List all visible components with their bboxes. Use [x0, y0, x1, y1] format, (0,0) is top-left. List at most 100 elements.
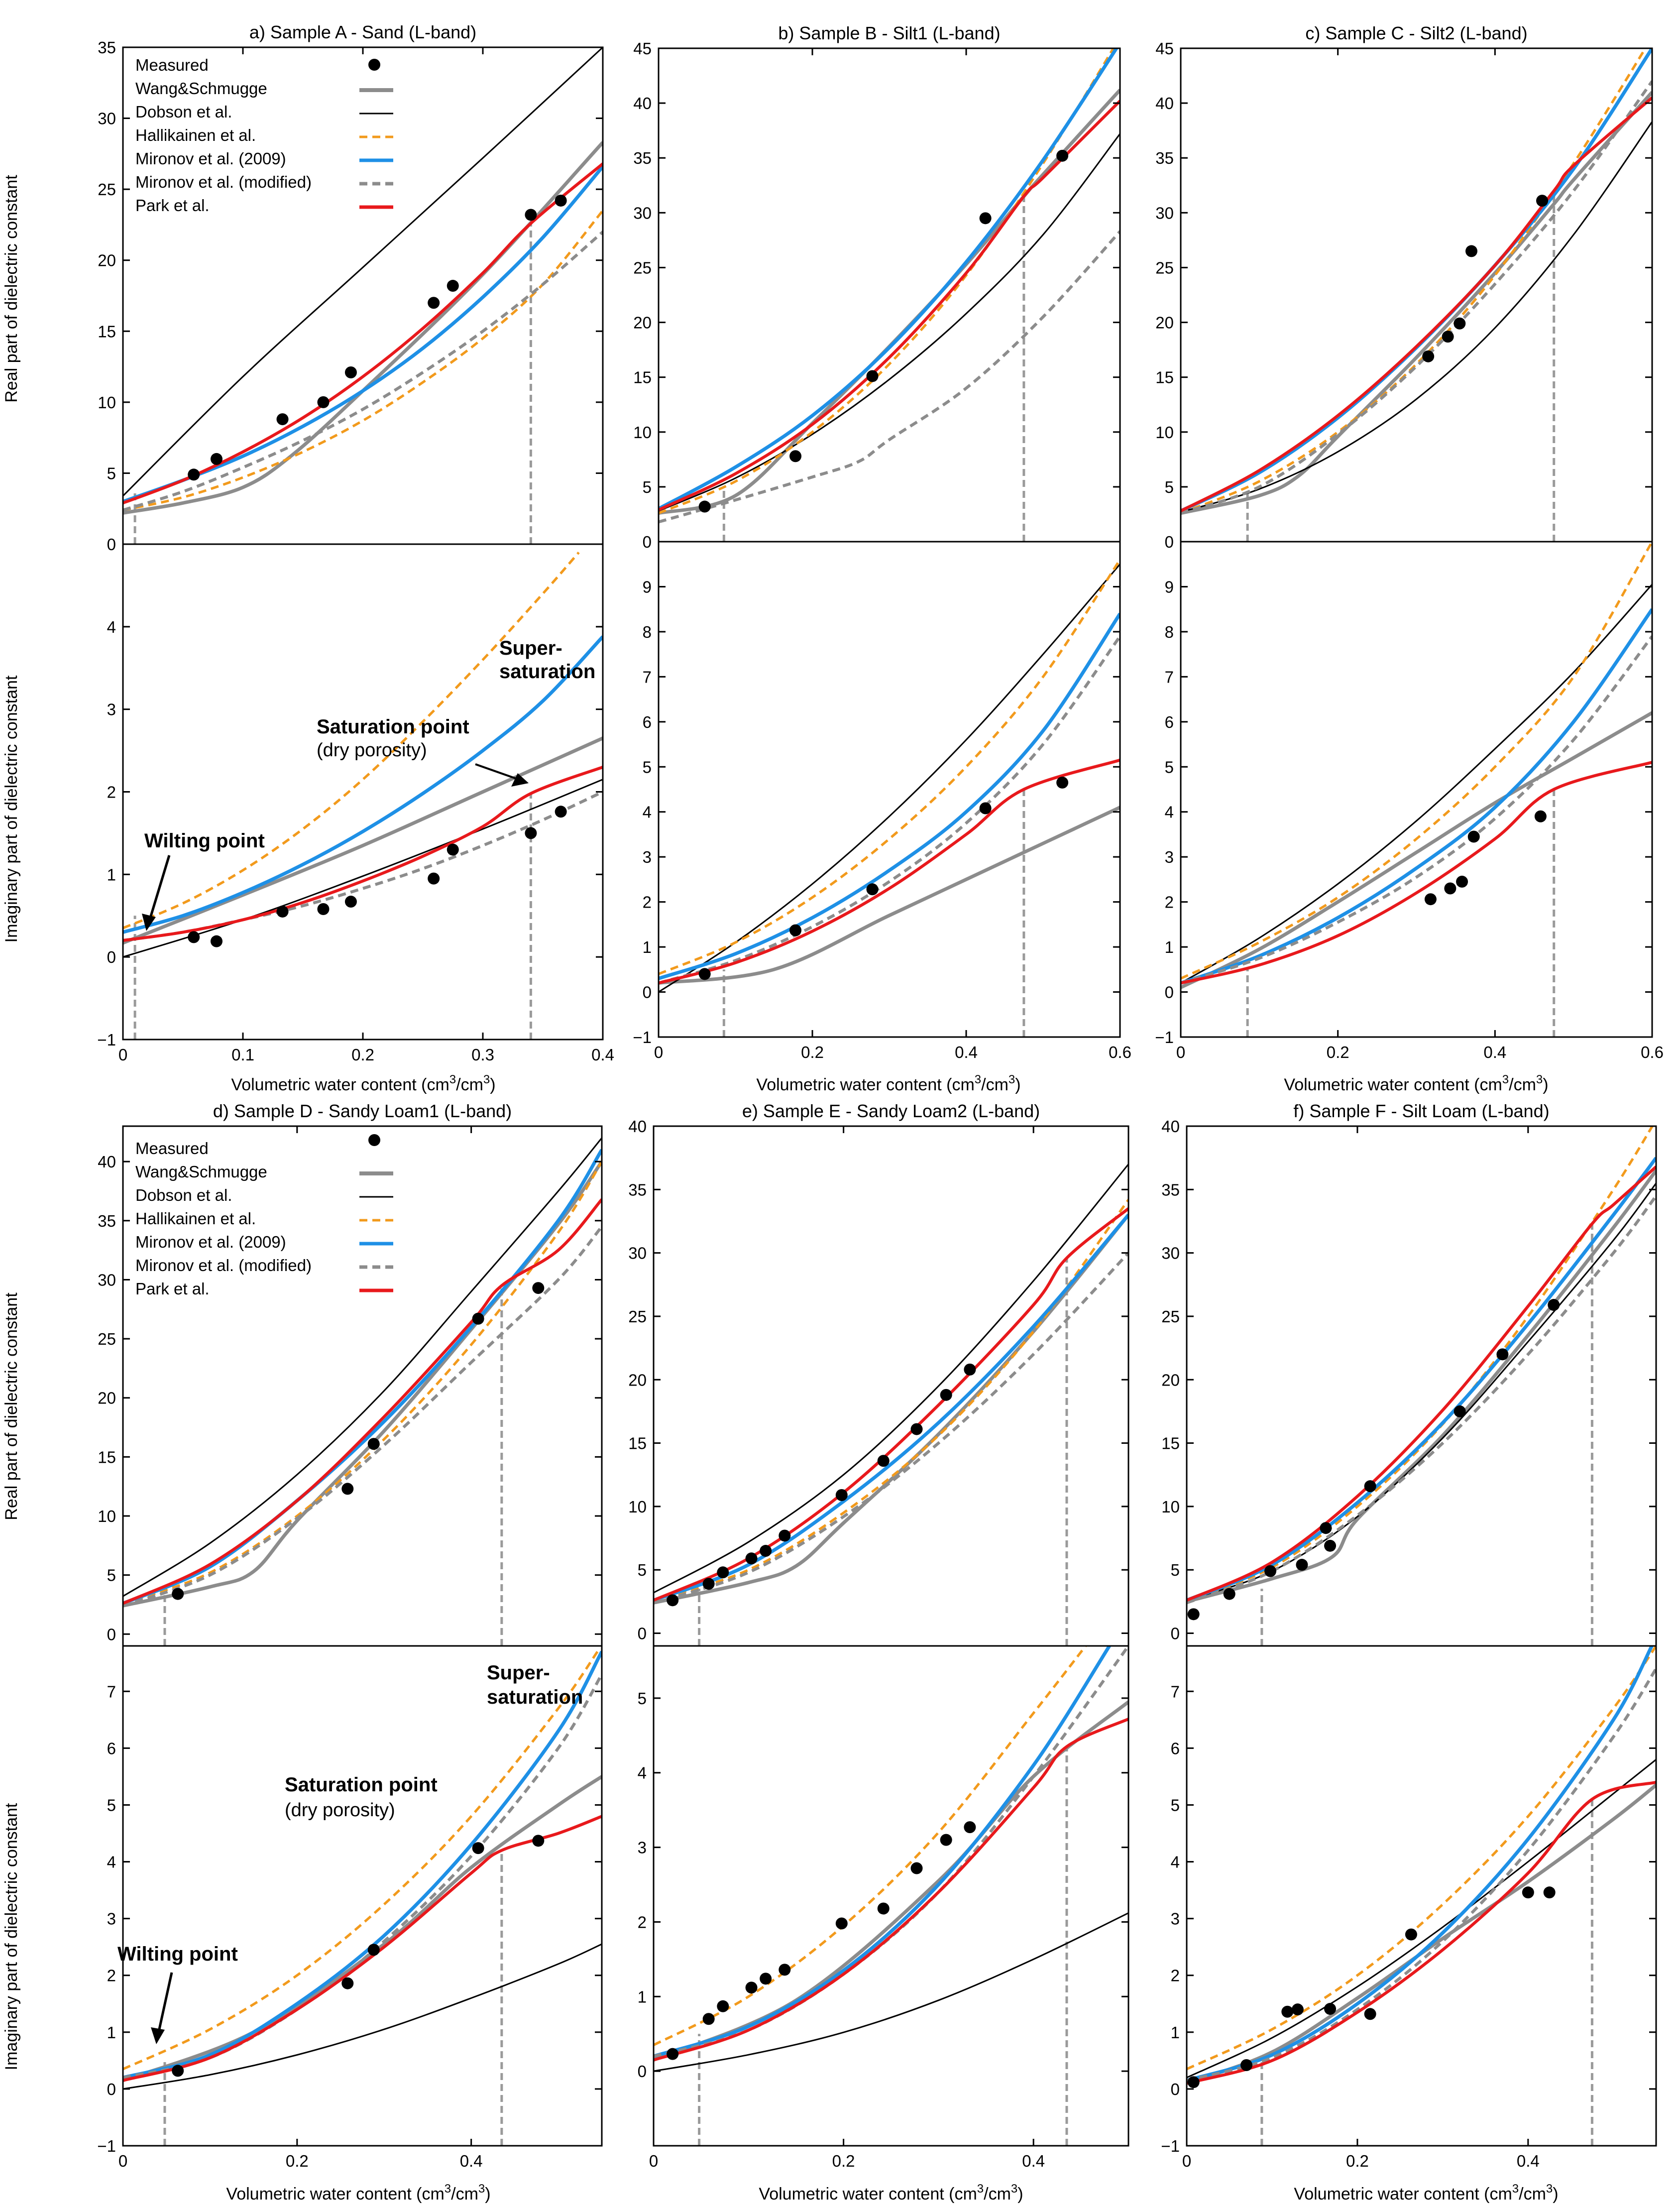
- measured-point-e-real-6: [835, 1489, 848, 1501]
- ytick-label-b-real-25: 25: [633, 258, 652, 277]
- series-wang-b-imag: [659, 806, 1120, 985]
- series-park-f-real: [1187, 1165, 1656, 1602]
- ytick-label-b-real-20: 20: [633, 314, 652, 332]
- series-hallikainen-f-imag: [1187, 1646, 1656, 2071]
- series-group-c-imag: [1181, 542, 1652, 1037]
- ytick-label-f-imag-2: 2: [1171, 1967, 1180, 1985]
- measured-point-e-imag-8: [910, 1862, 923, 1874]
- ytick-label-e-imag-0: 0: [638, 2062, 647, 2081]
- plot-area-e-imag: [654, 1646, 1128, 2146]
- series-mironov2009-f-imag: [1187, 1646, 1654, 2083]
- measured-point-a-real-0: [188, 468, 200, 481]
- measured-point-f-real-7: [1454, 1405, 1466, 1417]
- plot-frame-d-imag: [122, 1645, 603, 2147]
- measured-point-a-imag-3: [317, 903, 330, 915]
- series-wang-c-imag: [1181, 711, 1652, 989]
- legend-label-park: Park et al.: [135, 196, 210, 215]
- ytick-label-d-real-15: 15: [98, 1448, 116, 1466]
- series-group-a-real: [123, 47, 603, 544]
- panel-title-b: b) Sample B - Silt1 (L-band): [778, 23, 1000, 43]
- series-group-e-imag: [654, 1646, 1128, 2146]
- xtick-label-e-2: 0.4: [1022, 2152, 1045, 2170]
- series-mironov_mod-d-real: [123, 1225, 602, 1608]
- ytick-label-d-imag-6: 6: [107, 1739, 116, 1757]
- legend-label-hallikainen: Hallikainen et al.: [135, 126, 256, 144]
- ytick-label-d-imag-5: 5: [107, 1796, 116, 1814]
- plot-area-f-real: [1187, 1126, 1656, 1646]
- xtick-label-b-2: 0.4: [955, 1043, 978, 1061]
- series-mironov_mod-b-real: [659, 230, 1120, 524]
- series-group-d-imag: [123, 1650, 602, 2146]
- ytick-label-a-real-5: 5: [107, 464, 116, 482]
- measured-point-c-imag-2: [1456, 875, 1468, 888]
- ytick-label-c-real-30: 30: [1155, 204, 1174, 222]
- ytick-label-e-real-25: 25: [628, 1307, 647, 1326]
- measured-point-a-real-5: [428, 297, 440, 309]
- ytick-label-a-imag-2: 2: [107, 783, 116, 802]
- ytick-label-a-imag-0: 0: [107, 948, 116, 966]
- ytick-label-d-real-20: 20: [98, 1389, 116, 1407]
- measured-point-b-real-1: [789, 450, 802, 463]
- ytick-label-a-real-10: 10: [98, 393, 116, 412]
- measured-point-f-imag-7: [1522, 1886, 1534, 1899]
- measured-point-a-real-2: [276, 413, 289, 426]
- panel-title-a: a) Sample A - Sand (L-band): [249, 22, 476, 42]
- measured-point-f-real-3: [1296, 1559, 1308, 1571]
- series-dobson-e-real: [654, 1163, 1128, 1594]
- ytick-label-c-real-10: 10: [1155, 423, 1174, 442]
- ytick-label-c-imag--1: −1: [1155, 1028, 1174, 1046]
- ytick-label-f-real-40: 40: [1161, 1117, 1180, 1136]
- legend-label-measured-d: Measured: [135, 1139, 209, 1158]
- ytick-label-a-real-15: 15: [98, 322, 116, 341]
- series-hallikainen-a-real: [123, 210, 603, 512]
- series-group-f-real: [1187, 1126, 1656, 1646]
- xtick-label-f-2: 0.4: [1517, 2152, 1540, 2170]
- ytick-label-b-real-15: 15: [633, 368, 652, 387]
- measured-point-c-real-4: [1536, 195, 1549, 207]
- series-dobson-a-imag: [123, 779, 603, 958]
- ytick-label-c-real-5: 5: [1165, 478, 1174, 496]
- xtick-label-c-3: 0.6: [1641, 1043, 1664, 1061]
- series-park-b-imag: [659, 758, 1120, 985]
- measured-point-e-imag-5: [779, 1964, 791, 1976]
- ytick-label-d-imag-0: 0: [107, 2080, 116, 2098]
- series-wang-d-imag: [123, 1775, 602, 2083]
- measured-point-e-imag-7: [877, 1902, 890, 1915]
- measured-point-e-imag-0: [667, 2048, 679, 2060]
- xlabel-d: Volumetric water content (cm3/cm3): [226, 2182, 490, 2204]
- measured-point-c-imag-1: [1444, 882, 1456, 895]
- ytick-label-a-real-0: 0: [107, 535, 116, 554]
- legend-label-wang: Wang&Schmugge: [135, 79, 267, 98]
- series-hallikainen-d-real: [123, 1161, 602, 1605]
- series-mironov2009-c-imag: [1181, 608, 1652, 985]
- legend-label-park-d: Park et al.: [135, 1279, 210, 1298]
- ytick-label-a-imag-1: 1: [107, 865, 116, 884]
- arrow-line-wilting-d: [157, 1972, 173, 2034]
- series-hallikainen-c-imag: [1181, 542, 1652, 980]
- ytick-label-f-imag-7: 7: [1171, 1682, 1180, 1701]
- measured-point-f-imag-1: [1240, 2059, 1253, 2071]
- xtick-label-b-3: 0.6: [1109, 1043, 1131, 1061]
- series-park-d-real: [123, 1198, 602, 1605]
- ytick-label-b-imag-6: 6: [643, 713, 652, 731]
- plot-f-imag: −1 0 1 2 3 4 5 6 7: [1161, 1645, 1657, 2155]
- series-hallikainen-b-real: [659, 48, 1115, 515]
- measured-point-e-real-3: [745, 1552, 758, 1565]
- measured-point-d-imag-0: [172, 2065, 184, 2077]
- ytick-label-c-real-40: 40: [1155, 94, 1174, 113]
- ytick-label-e-real-5: 5: [638, 1561, 647, 1579]
- measured-point-f-imag-3: [1291, 2003, 1304, 2016]
- measured-point-f-imag-4: [1324, 2003, 1337, 2015]
- plot-e-real: 0 5 10 15 20 25 30 35 40: [628, 1117, 1129, 1647]
- ytick-label-f-real-15: 15: [1161, 1434, 1180, 1453]
- xtick-label-a-1: 0.1: [231, 1045, 254, 1064]
- series-group-b-real: [659, 48, 1120, 542]
- ytick-label-c-real-20: 20: [1155, 314, 1174, 332]
- plot-area-f-imag: [1187, 1646, 1656, 2146]
- measured-point-b-imag-4: [1056, 776, 1069, 789]
- ytick-label-e-real-0: 0: [638, 1625, 647, 1643]
- ytick-label-c-imag-4: 4: [1165, 803, 1174, 821]
- series-group-f-imag: [1187, 1646, 1656, 2146]
- ytick-label-f-imag-6: 6: [1171, 1739, 1180, 1757]
- series-park-b-real: [659, 100, 1120, 511]
